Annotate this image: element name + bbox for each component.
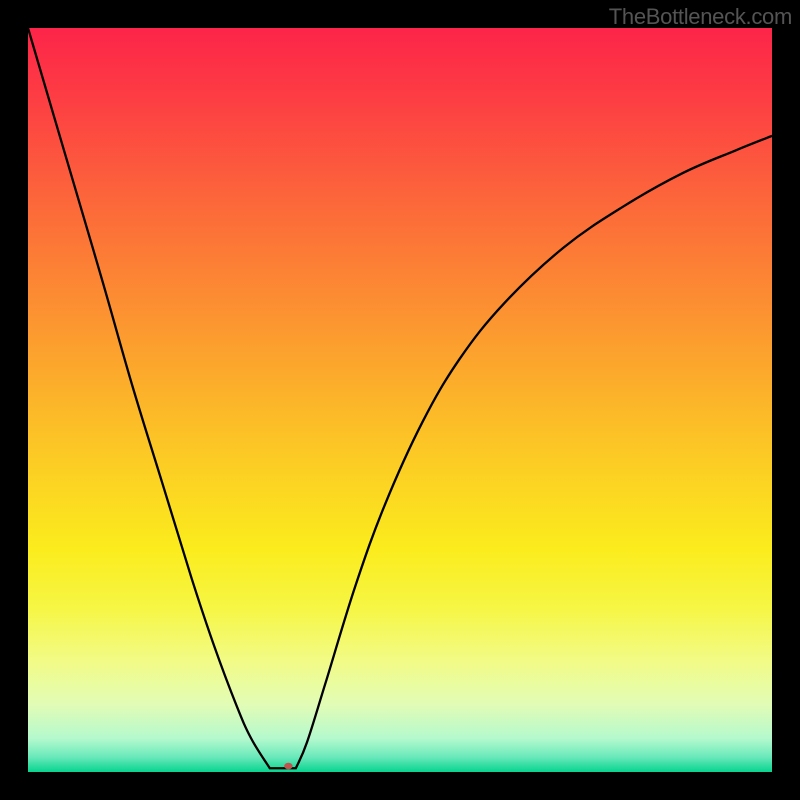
- watermark-text: TheBottleneck.com: [609, 4, 792, 30]
- chart-svg: [28, 28, 772, 772]
- vertex-marker: [284, 763, 292, 770]
- chart-background: [28, 28, 772, 772]
- chart-area: [28, 28, 772, 772]
